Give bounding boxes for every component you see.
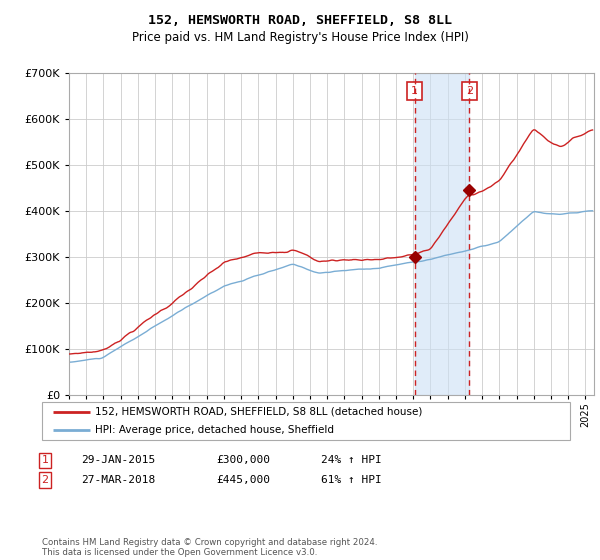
Text: 29-JAN-2015: 29-JAN-2015	[81, 455, 155, 465]
Text: Price paid vs. HM Land Registry's House Price Index (HPI): Price paid vs. HM Land Registry's House …	[131, 31, 469, 44]
Text: 27-MAR-2018: 27-MAR-2018	[81, 475, 155, 485]
Text: 24% ↑ HPI: 24% ↑ HPI	[321, 455, 382, 465]
Text: HPI: Average price, detached house, Sheffield: HPI: Average price, detached house, Shef…	[95, 425, 334, 435]
Bar	[415, 73, 469, 395]
Text: 1: 1	[41, 455, 49, 465]
Text: 2: 2	[41, 475, 49, 485]
Text: 152, HEMSWORTH ROAD, SHEFFIELD, S8 8LL: 152, HEMSWORTH ROAD, SHEFFIELD, S8 8LL	[148, 14, 452, 27]
Text: £300,000: £300,000	[216, 455, 270, 465]
FancyBboxPatch shape	[42, 402, 570, 440]
Text: £445,000: £445,000	[216, 475, 270, 485]
Text: 2: 2	[466, 86, 473, 96]
Text: 152, HEMSWORTH ROAD, SHEFFIELD, S8 8LL (detached house): 152, HEMSWORTH ROAD, SHEFFIELD, S8 8LL (…	[95, 407, 422, 417]
Text: 1: 1	[411, 86, 418, 96]
Text: 61% ↑ HPI: 61% ↑ HPI	[321, 475, 382, 485]
Text: Contains HM Land Registry data © Crown copyright and database right 2024.
This d: Contains HM Land Registry data © Crown c…	[42, 538, 377, 557]
